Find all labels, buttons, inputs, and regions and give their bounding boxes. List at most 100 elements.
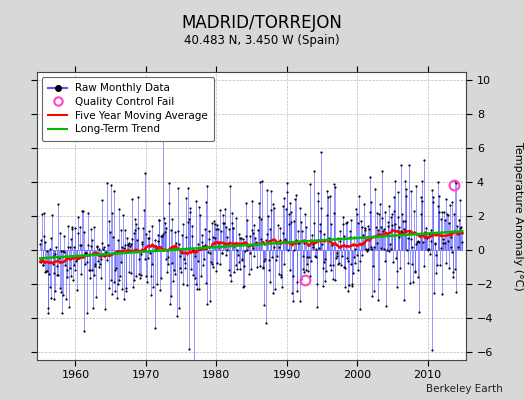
Point bbox=[182, 195, 190, 201]
Legend: Raw Monthly Data, Quality Control Fail, Five Year Moving Average, Long-Term Tren: Raw Monthly Data, Quality Control Fail, … bbox=[42, 77, 214, 141]
Point bbox=[357, 240, 365, 247]
Point bbox=[317, 205, 325, 211]
Point bbox=[271, 257, 280, 264]
Point bbox=[354, 220, 363, 226]
Point bbox=[319, 264, 327, 271]
Point bbox=[422, 231, 430, 238]
Point bbox=[205, 236, 213, 243]
Point bbox=[432, 270, 440, 277]
Point bbox=[147, 292, 155, 298]
Point bbox=[361, 227, 369, 233]
Point bbox=[163, 269, 171, 276]
Point bbox=[360, 201, 368, 207]
Point bbox=[256, 179, 264, 186]
Point bbox=[405, 162, 413, 168]
Point bbox=[264, 257, 272, 264]
Point bbox=[304, 241, 312, 248]
Point bbox=[340, 233, 348, 239]
Point bbox=[297, 219, 305, 226]
Point bbox=[69, 277, 77, 284]
Point bbox=[248, 245, 257, 251]
Point bbox=[95, 245, 103, 252]
Point bbox=[187, 266, 195, 272]
Point bbox=[330, 210, 338, 216]
Point bbox=[417, 193, 425, 200]
Point bbox=[356, 258, 364, 264]
Point bbox=[101, 252, 110, 258]
Point bbox=[100, 244, 108, 250]
Point bbox=[321, 256, 330, 262]
Point bbox=[263, 186, 271, 193]
Point bbox=[344, 257, 352, 264]
Point bbox=[217, 249, 226, 256]
Point bbox=[296, 205, 304, 211]
Point bbox=[227, 210, 236, 216]
Point bbox=[247, 227, 256, 233]
Point bbox=[337, 262, 345, 268]
Point bbox=[392, 254, 400, 261]
Point bbox=[117, 285, 126, 292]
Point bbox=[267, 188, 275, 194]
Point bbox=[293, 240, 302, 247]
Point bbox=[124, 242, 133, 249]
Point bbox=[256, 263, 265, 270]
Point bbox=[127, 196, 136, 202]
Point bbox=[105, 218, 114, 224]
Point bbox=[192, 198, 201, 204]
Point bbox=[375, 276, 384, 282]
Point bbox=[214, 226, 222, 232]
Point bbox=[444, 238, 452, 244]
Point bbox=[289, 298, 298, 304]
Point bbox=[445, 265, 454, 271]
Point bbox=[219, 220, 227, 226]
Point bbox=[358, 224, 366, 230]
Point bbox=[150, 243, 158, 249]
Point bbox=[242, 233, 250, 240]
Point bbox=[43, 310, 52, 316]
Point bbox=[314, 198, 322, 204]
Point bbox=[402, 193, 410, 199]
Point bbox=[451, 266, 459, 272]
Point bbox=[290, 247, 298, 253]
Point bbox=[341, 265, 349, 272]
Point bbox=[433, 179, 442, 186]
Point bbox=[114, 281, 122, 287]
Point bbox=[102, 180, 111, 186]
Text: 40.483 N, 3.450 W (Spain): 40.483 N, 3.450 W (Spain) bbox=[184, 34, 340, 47]
Point bbox=[296, 298, 304, 304]
Point bbox=[270, 244, 278, 250]
Point bbox=[312, 245, 320, 252]
Point bbox=[249, 230, 257, 236]
Point bbox=[226, 272, 235, 278]
Point bbox=[91, 263, 100, 269]
Point bbox=[320, 231, 328, 238]
Point bbox=[301, 266, 310, 273]
Point bbox=[36, 241, 45, 247]
Point bbox=[90, 272, 99, 278]
Point bbox=[349, 270, 357, 276]
Point bbox=[202, 280, 211, 286]
Point bbox=[324, 237, 332, 243]
Point bbox=[207, 258, 215, 265]
Point bbox=[243, 246, 252, 253]
Point bbox=[81, 261, 90, 267]
Point bbox=[149, 242, 157, 248]
Point bbox=[81, 250, 89, 256]
Point bbox=[278, 203, 287, 209]
Point bbox=[204, 227, 213, 234]
Point bbox=[99, 246, 107, 252]
Point bbox=[352, 206, 360, 212]
Point bbox=[305, 272, 314, 279]
Text: MADRID/TORREJON: MADRID/TORREJON bbox=[181, 14, 343, 32]
Point bbox=[196, 244, 205, 251]
Point bbox=[369, 288, 378, 294]
Point bbox=[73, 229, 82, 236]
Point bbox=[383, 247, 391, 253]
Point bbox=[231, 240, 239, 247]
Point bbox=[104, 252, 113, 258]
Point bbox=[154, 237, 162, 244]
Point bbox=[287, 208, 296, 215]
Point bbox=[291, 196, 299, 202]
Point bbox=[408, 260, 417, 267]
Point bbox=[275, 244, 283, 250]
